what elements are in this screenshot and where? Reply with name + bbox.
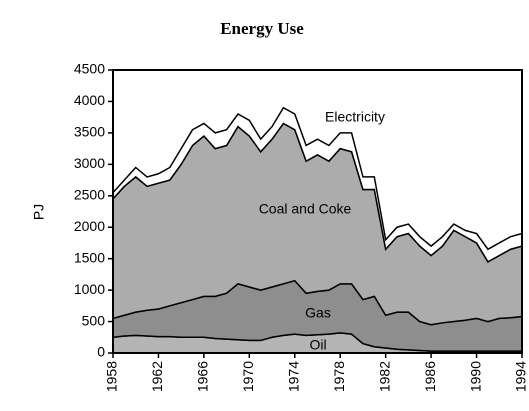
x-tick-label: 1962 (149, 361, 165, 392)
x-tick-label: 1986 (422, 361, 438, 392)
y-tick-label: 3500 (74, 124, 105, 140)
y-tick-label: 1000 (74, 281, 105, 297)
plot-frame (112, 69, 523, 354)
y-tick-label: 2000 (74, 218, 105, 234)
chart-title: Energy Use (220, 19, 304, 38)
x-tick-label: 1970 (240, 361, 256, 392)
y-tick-label: 0 (97, 344, 105, 360)
series-label: Electricity (325, 109, 385, 125)
series-label: Coal and Coke (259, 201, 352, 217)
series-label: Oil (309, 337, 326, 353)
x-tick-label: 1990 (467, 361, 483, 392)
y-tick-label: 4500 (74, 61, 105, 77)
x-tick-label: 1994 (513, 361, 529, 392)
x-tick-label: 1958 (104, 361, 120, 392)
y-axis-label: PJ (31, 204, 47, 220)
series-label: Gas (305, 305, 331, 321)
x-tick-label: 1978 (331, 361, 347, 392)
y-tick-label: 4000 (74, 92, 105, 108)
x-tick-label: 1966 (195, 361, 211, 392)
x-tick-label: 1982 (376, 361, 392, 392)
y-tick-label: 2500 (74, 186, 105, 202)
y-tick-label: 3000 (74, 155, 105, 171)
y-tick-label: 500 (82, 312, 106, 328)
x-tick-label: 1974 (285, 361, 301, 392)
y-tick-label: 1500 (74, 249, 105, 265)
